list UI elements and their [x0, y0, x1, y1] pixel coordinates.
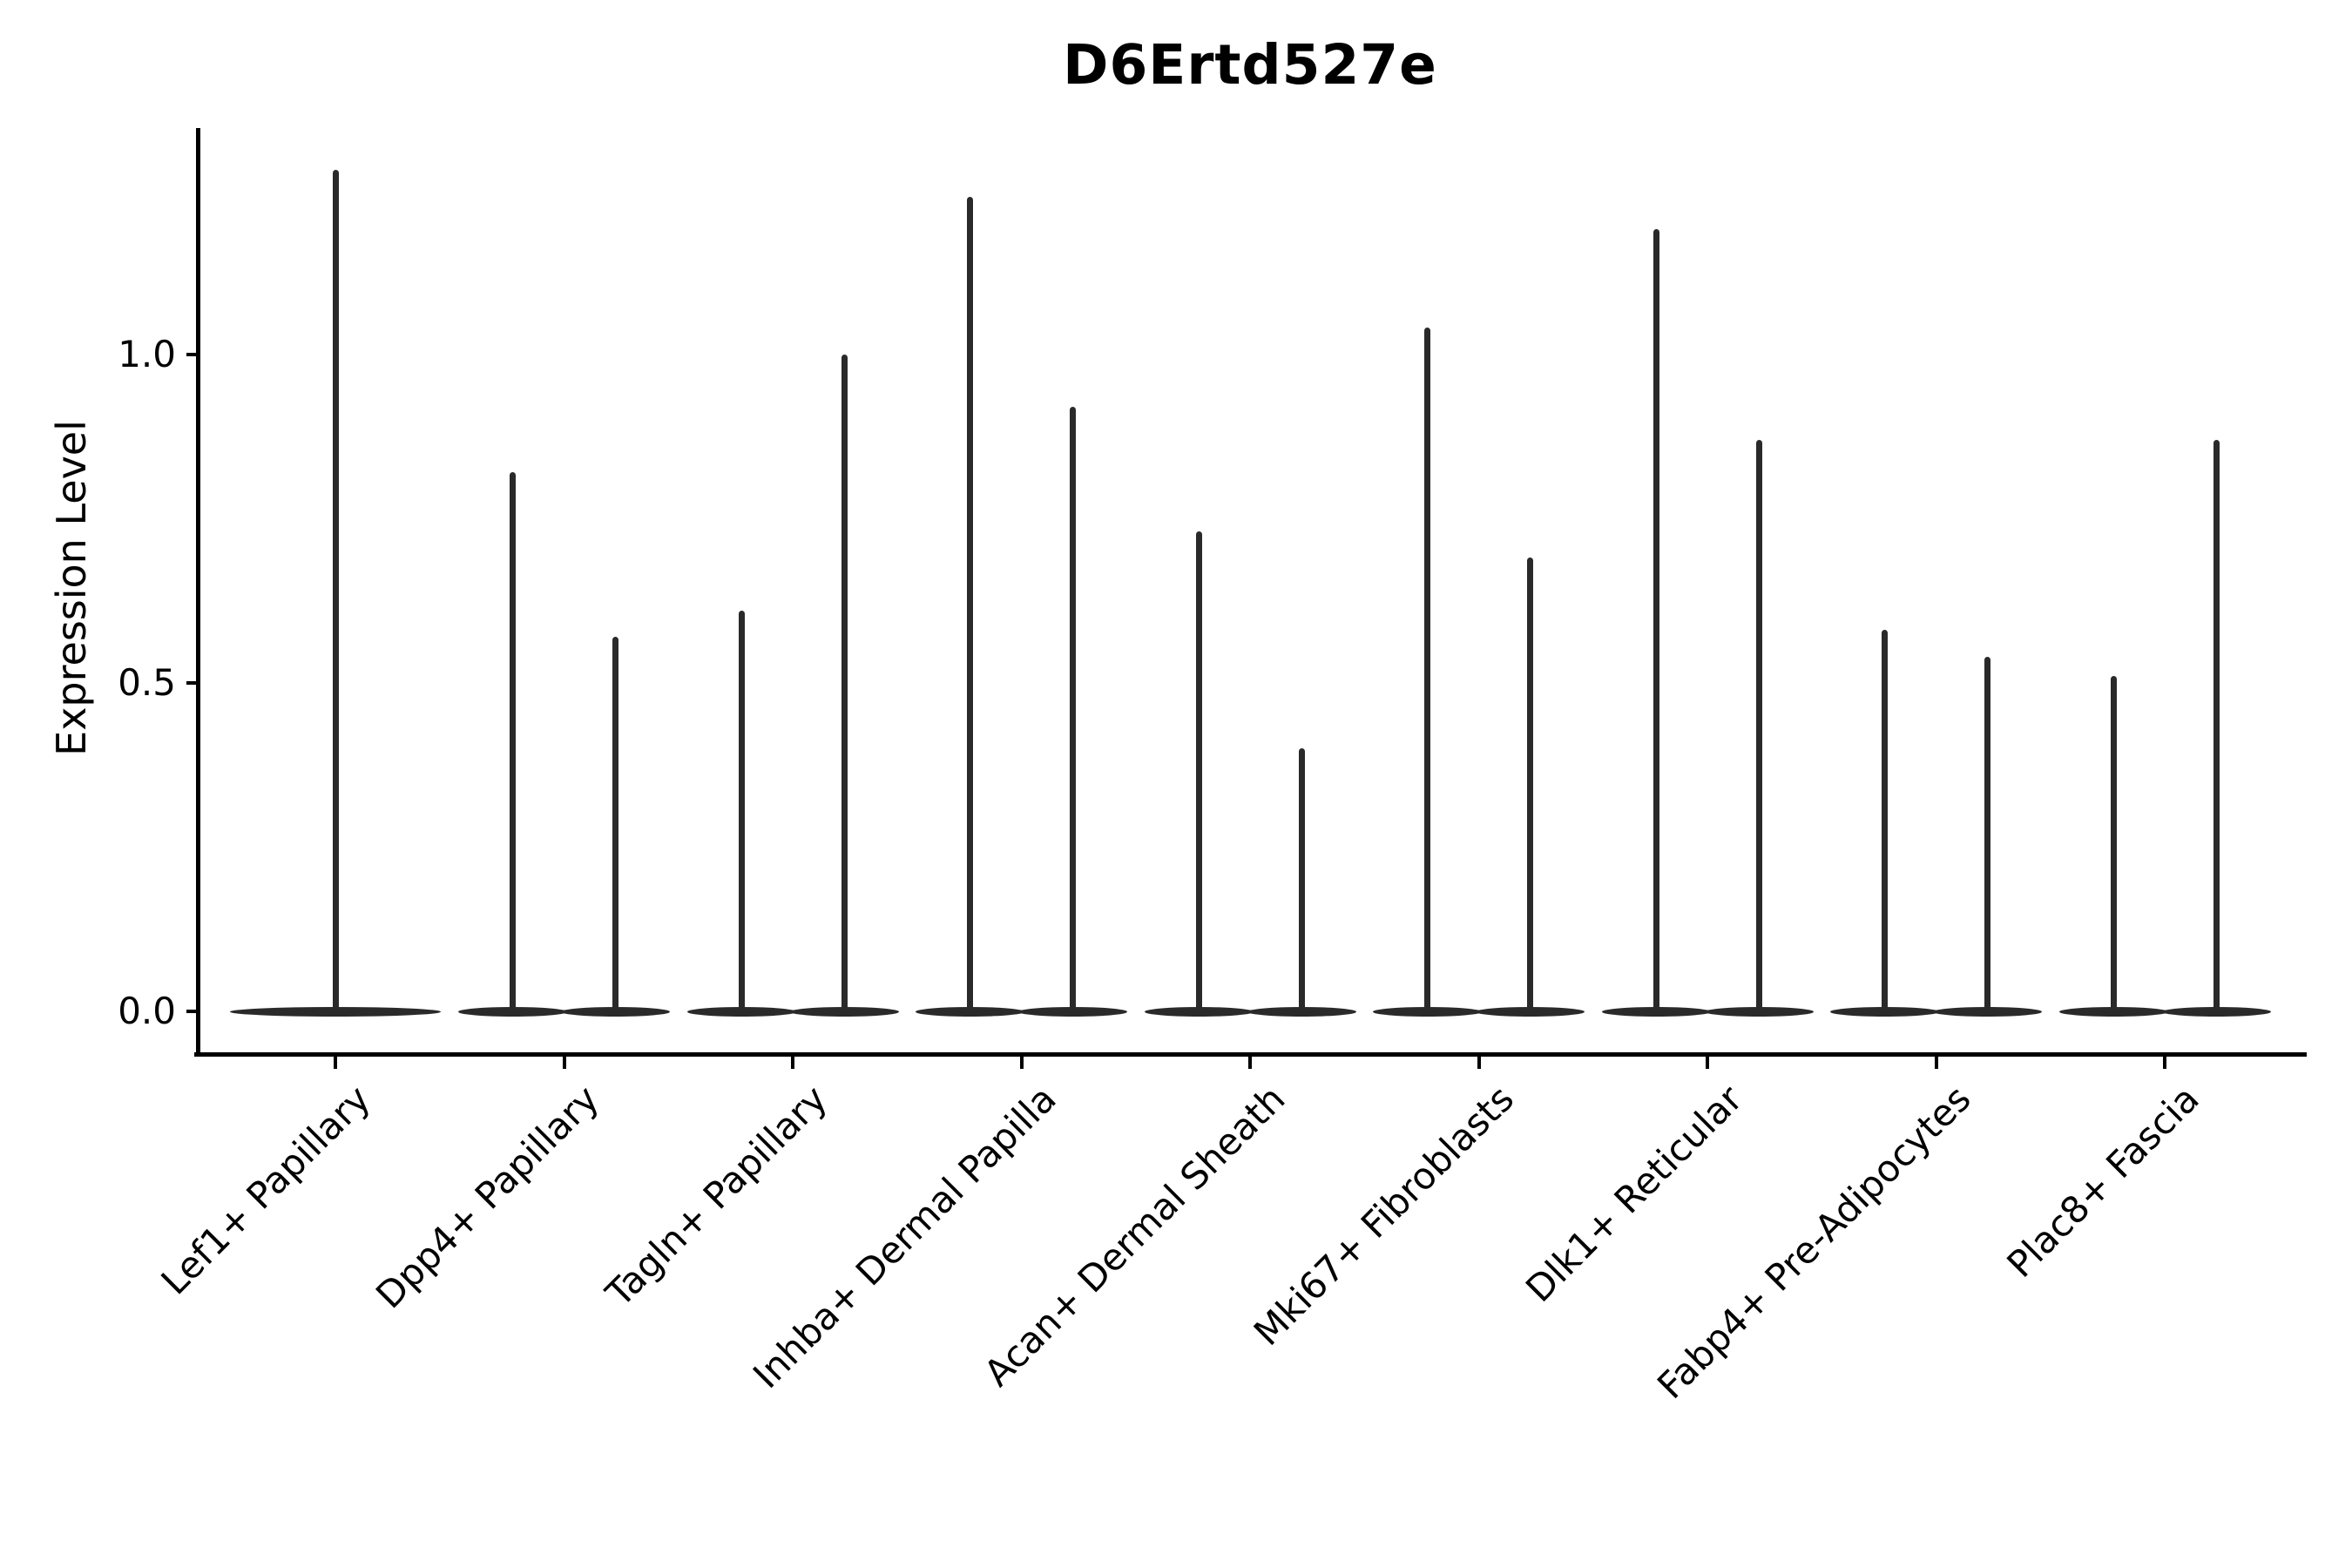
x-tick-label: Dpp4+ Papillary [367, 1077, 607, 1317]
y-tick-label: 1.0 [118, 332, 176, 375]
x-tick [791, 1056, 794, 1069]
x-tick [1706, 1056, 1709, 1069]
violin-spike [841, 354, 848, 1011]
x-tick-label: Dlk1+ Reticular [1517, 1077, 1751, 1311]
y-tick [186, 680, 199, 685]
violin-spike [1755, 439, 1762, 1011]
y-axis-label: Expression Level [48, 420, 95, 756]
chart-title: D6Ertd527e [1063, 33, 1437, 97]
x-tick-label: Plac8+ Fascia [1998, 1077, 2208, 1286]
violin-base [561, 1006, 670, 1017]
x-tick-label: Mki67+ Fibroblasts [1245, 1077, 1522, 1355]
x-tick [562, 1056, 566, 1069]
violin-base [789, 1006, 899, 1017]
violin-base [1144, 1006, 1254, 1017]
violin-spike [1298, 748, 1305, 1011]
x-tick-label: Lef1+ Papillary [152, 1077, 379, 1303]
violin-base [1601, 1006, 1711, 1017]
violin-spike [1882, 630, 1888, 1011]
x-tick-label: Tagln+ Papillary [598, 1077, 836, 1315]
violin-spike [332, 170, 339, 1011]
violin-base [458, 1006, 567, 1017]
violin-base [916, 1006, 1024, 1017]
violin-spike [510, 472, 516, 1011]
violin-base [1018, 1006, 1127, 1017]
left-spine [196, 128, 200, 1057]
x-tick [1477, 1056, 1481, 1069]
violin-spike [612, 636, 618, 1011]
violin-base [1373, 1006, 1482, 1017]
violin-base [1476, 1006, 1585, 1017]
violin-spike [2213, 439, 2220, 1011]
y-tick [186, 1010, 199, 1013]
violin-spike [2110, 676, 2117, 1011]
violin-spike [738, 610, 745, 1011]
violin-spike [1195, 531, 1202, 1011]
x-tick [334, 1056, 337, 1069]
violin-base [686, 1006, 796, 1017]
violin-base [1933, 1006, 2042, 1017]
bottom-spine [194, 1052, 2307, 1057]
violin-spike [1984, 656, 1990, 1011]
violin-spike [1527, 558, 1533, 1011]
violin-base [2058, 1006, 2168, 1017]
violin-base [230, 1006, 441, 1017]
violin-spike [1424, 328, 1430, 1011]
x-tick [1019, 1056, 1024, 1069]
y-tick-label: 0.0 [118, 990, 176, 1032]
violin-base [1247, 1006, 1356, 1017]
x-tick [2163, 1056, 2166, 1069]
violin-spike [967, 196, 973, 1011]
y-tick-label: 0.5 [118, 660, 176, 704]
x-tick [1934, 1056, 1938, 1069]
violin-base [2161, 1006, 2271, 1017]
violin-base [1830, 1006, 1939, 1017]
violin-spike [1652, 229, 1659, 1011]
violin-spike [1070, 406, 1076, 1011]
y-tick [186, 352, 199, 356]
violin-base [1704, 1006, 1814, 1017]
x-tick [1248, 1056, 1252, 1069]
